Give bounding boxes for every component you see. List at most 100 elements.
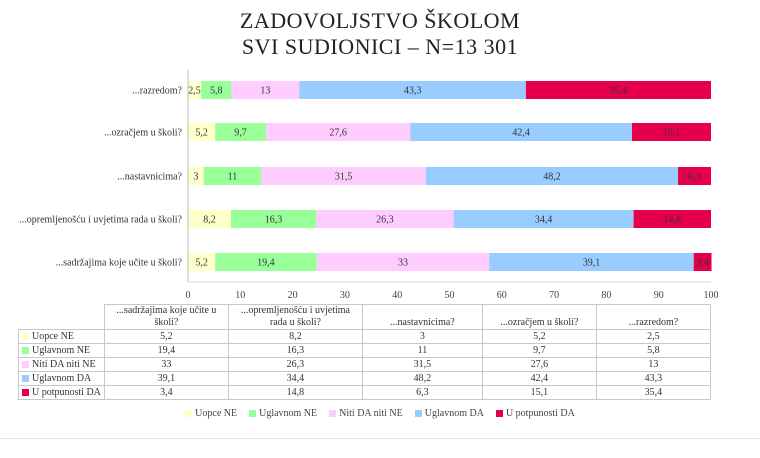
data-label: 3: [193, 172, 198, 183]
bar-segment: [316, 210, 454, 228]
table-row-header: Niti DA niti NE: [18, 357, 105, 372]
legend-label: Uopce NE: [195, 408, 238, 419]
bar-segment: [215, 253, 317, 271]
table-cell: 35,4: [595, 385, 711, 400]
bottom-divider: [0, 438, 760, 439]
table-cell: 14,8: [227, 385, 363, 400]
bar-segment: [230, 210, 317, 228]
row-label: Uglavnom NE: [32, 344, 91, 356]
legend-swatch: [414, 410, 422, 418]
data-label: 42,4: [512, 128, 530, 139]
table-cell: 26,3: [227, 357, 363, 372]
table-corner: [18, 304, 105, 330]
data-label: 9,7: [234, 128, 247, 139]
x-tick-label: 30: [340, 290, 350, 300]
chart-title: ZADOVOLJSTVO ŠKOLOM: [239, 8, 521, 33]
table-cell: 16,3: [227, 343, 363, 358]
table-cell: 3,4: [103, 385, 229, 400]
legend-swatch: [22, 360, 29, 368]
data-label: 2,5: [188, 86, 201, 97]
table-column-header: ...ozračjem u školi?: [481, 304, 597, 330]
table-cell: 27,6: [481, 357, 597, 372]
chart-legend: Uopce NE Uglavnom NE Niti DA niti NE Uglavn…: [0, 408, 760, 419]
legend-swatch: [22, 332, 29, 340]
bar-segment: [489, 253, 694, 271]
category-label: ...ozračjem u školi?: [104, 128, 183, 139]
bar-segment: [453, 210, 634, 228]
table-cell: 11: [361, 343, 483, 358]
table-row: Uglavnom NE 19,4 16,3 11 9,7 5,8: [18, 343, 711, 358]
data-label: 5,2: [195, 258, 208, 269]
data-label: 35,4: [610, 86, 628, 97]
x-tick-label: 90: [654, 290, 664, 300]
table-cell: 13: [595, 357, 711, 372]
legend-label: Uglavnom DA: [424, 408, 484, 419]
row-label: Uglavnom DA: [32, 372, 92, 384]
category-label: ...razredom?: [132, 86, 182, 97]
x-tick-label: 60: [497, 290, 507, 300]
bar-segment: [188, 253, 216, 271]
data-label: 14,8: [664, 215, 682, 226]
legend-swatch: [249, 410, 257, 418]
table-cell: 43,3: [595, 371, 711, 386]
table-column-header: ...opremljenošću i uvjetima rada u školi…: [227, 304, 363, 330]
bar-segment: [203, 167, 262, 185]
row-label: Niti DA niti NE: [32, 358, 96, 370]
table-cell: 39,1: [103, 371, 229, 386]
table-cell: 34,4: [227, 371, 363, 386]
data-label: 26,3: [376, 215, 394, 226]
data-label: 48,2: [543, 172, 561, 183]
bar-segment: [201, 81, 232, 99]
table-row-header: Uopce NE: [18, 329, 105, 344]
data-label: 11: [228, 172, 238, 183]
data-label: 5,2: [195, 128, 208, 139]
legend-label: Niti DA niti NE: [339, 408, 403, 419]
category-label: ...opremljenošću i uvjetima rada u školi…: [19, 215, 182, 226]
legend-swatch: [22, 346, 29, 354]
bar-segment: [188, 81, 202, 99]
table-row: U potpunosti DA 3,4 14,8 6,3 15,1 35,4: [18, 385, 711, 400]
data-label: 39,1: [583, 258, 601, 269]
table-row: Uopce NE 5,2 8,2 3 5,2 2,5: [18, 329, 711, 344]
x-tick-label: 50: [445, 290, 455, 300]
table-cell: 48,2: [361, 371, 483, 386]
data-label: 13: [260, 86, 270, 97]
data-label: 43,3: [404, 86, 422, 97]
table-cell: 15,1: [481, 385, 597, 400]
legend-item: Uopce NE: [185, 408, 237, 419]
table-cell: 33: [103, 357, 229, 372]
data-label: 5,8: [210, 86, 223, 97]
bar-segment: [215, 123, 266, 141]
data-label: 8,2: [203, 215, 216, 226]
bar-segment: [265, 123, 411, 141]
bar-segment: [188, 210, 231, 228]
table-cell: 5,8: [595, 343, 711, 358]
data-label: 34,4: [535, 215, 553, 226]
data-label: 27,6: [329, 128, 347, 139]
bar-segment: [525, 81, 711, 99]
data-label: 16,3: [265, 215, 283, 226]
row-label: Uopce NE: [32, 330, 74, 342]
data-table: ...sadržajima koje učite u školi? ...opre…: [18, 304, 711, 400]
x-tick-label: 100: [704, 290, 719, 300]
legend-item: Niti DA niti NE: [329, 408, 403, 419]
category-label: ...sadržajima koje učite u školi?: [56, 258, 183, 269]
legend-swatch: [495, 410, 503, 418]
x-tick-label: 20: [288, 290, 298, 300]
bar-segment: [316, 253, 490, 271]
table-cell: 8,2: [227, 329, 363, 344]
table-row-header: Uglavnom DA: [18, 371, 105, 386]
bar-segment: [693, 253, 712, 271]
x-tick-label: 70: [549, 290, 559, 300]
bar-segment: [632, 123, 711, 141]
legend-swatch: [185, 410, 193, 418]
bar-segment: [188, 123, 216, 141]
bar-segment: [299, 81, 526, 99]
bar-segment: [188, 167, 204, 185]
legend-item: Uglavnom NE: [249, 408, 317, 419]
table-cell: 3: [361, 329, 483, 344]
data-label: 15,1: [663, 128, 681, 139]
chart-subtitle: SVI SUDIONICI – N=13 301: [241, 34, 519, 59]
table-cell: 9,7: [481, 343, 597, 358]
table-row: Uglavnom DA 39,1 34,4 48,2 42,4 43,3: [18, 371, 711, 386]
